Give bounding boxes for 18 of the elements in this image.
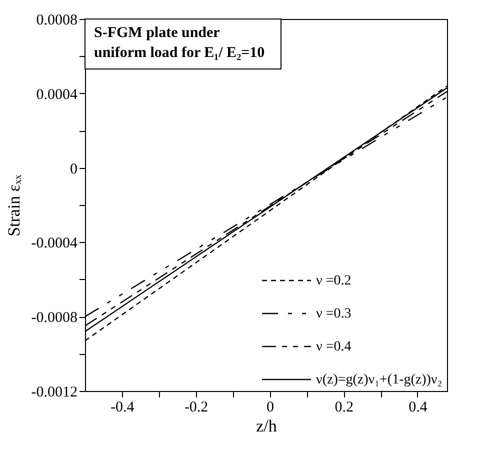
x-tick-label: 0 (266, 400, 274, 416)
legend-label: ν(z)=g(z)ν₁+(1-g(z))ν₂ (316, 372, 442, 388)
text: S-FGM plate under uniform load for E₁/ E₂=10 (94, 25, 265, 61)
x-tick-label: 0.4 (408, 400, 428, 416)
legend-label: ν =0.4 (316, 340, 352, 354)
y-tick-label: 0.0004 (36, 86, 78, 103)
y-tick-label: -0.0004 (31, 236, 78, 252)
y-tick-label: -0.0012 (31, 384, 78, 400)
x-axis-title: z/h (256, 416, 278, 436)
x-tick-label: -0.2 (184, 400, 208, 416)
x-tick-label: 0.2 (334, 400, 354, 416)
y-tick-label: 0 (70, 161, 78, 178)
y-tick-label: -0.0008 (31, 310, 78, 326)
legend-label: ν =0.3 (316, 306, 352, 322)
y-tick-label: 0.0008 (36, 12, 78, 28)
y-axis-title: Strain εₓₓ (4, 174, 24, 236)
legend-label: ν =0.2 (316, 274, 352, 288)
x-tick-label: -0.4 (110, 400, 135, 416)
